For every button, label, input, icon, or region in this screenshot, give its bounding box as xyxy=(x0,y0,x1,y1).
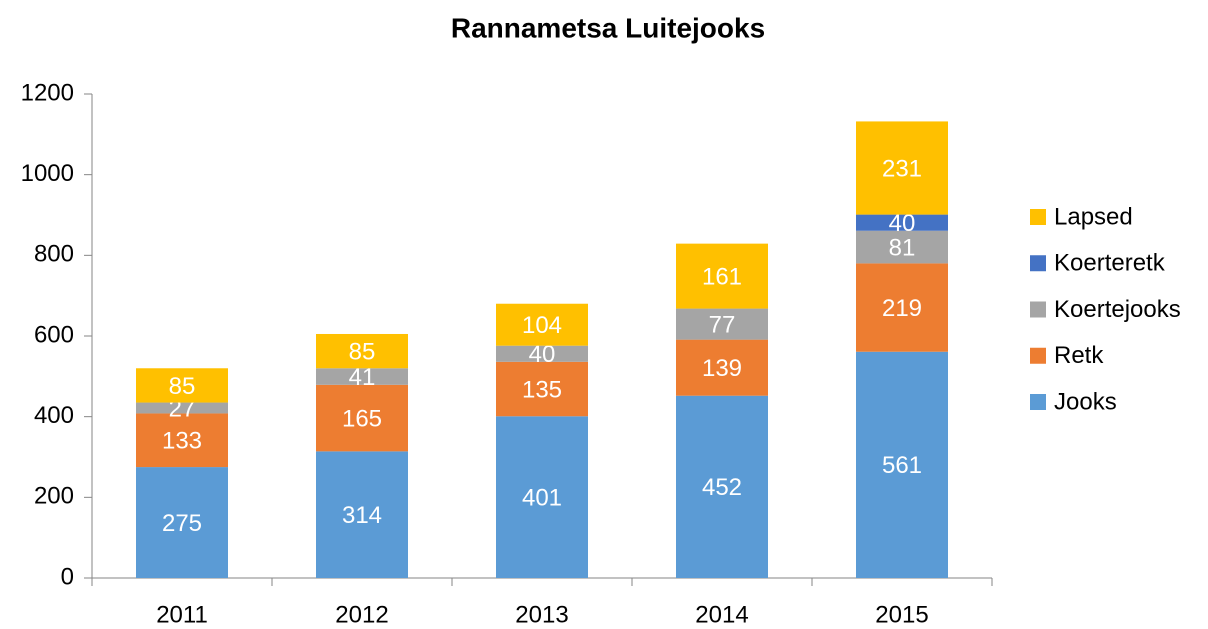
data-label: 275 xyxy=(162,510,202,537)
bar-segment xyxy=(496,345,588,362)
data-label: 104 xyxy=(522,312,562,339)
data-label: 165 xyxy=(342,405,382,432)
y-tick-label: 200 xyxy=(34,483,74,510)
bar-segment xyxy=(496,361,588,417)
bar-segment xyxy=(136,413,228,468)
bar-segment xyxy=(676,243,768,309)
y-tick-label: 0 xyxy=(61,563,74,590)
x-tick-label: 2011 xyxy=(156,601,208,628)
data-label: 85 xyxy=(169,373,196,400)
x-tick-label: 2015 xyxy=(875,601,928,628)
data-label: 161 xyxy=(702,263,742,290)
legend-label: Jooks xyxy=(1054,388,1117,415)
data-label: 41 xyxy=(349,364,376,391)
bar-segment xyxy=(856,263,948,352)
data-label: 85 xyxy=(349,338,376,365)
bar-segment xyxy=(676,395,768,578)
bar-segment xyxy=(316,333,408,369)
legend-swatch xyxy=(1030,301,1046,318)
y-tick-label: 1200 xyxy=(21,79,74,106)
y-tick-label: 400 xyxy=(34,402,74,429)
chart-title: Rannametsa Luitejooks xyxy=(451,12,765,43)
bar-segment xyxy=(316,368,408,385)
bar-segment xyxy=(676,308,768,340)
data-label: 314 xyxy=(342,502,382,529)
legend-swatch xyxy=(1030,347,1046,364)
data-label: 133 xyxy=(162,428,202,455)
x-tick-label: 2014 xyxy=(695,601,748,628)
legend-label: Retk xyxy=(1054,342,1104,369)
bar-segment xyxy=(136,402,228,414)
legend-label: Lapsed xyxy=(1054,203,1133,230)
bar-segment xyxy=(856,230,948,264)
data-label: 231 xyxy=(882,155,922,182)
y-tick-label: 800 xyxy=(34,241,74,268)
bar-segment xyxy=(316,384,408,452)
legend-swatch xyxy=(1030,209,1046,225)
data-label: 77 xyxy=(709,311,736,338)
bar-segment xyxy=(136,467,228,578)
data-label: 401 xyxy=(522,484,562,511)
bar-segment xyxy=(136,368,228,403)
legend-label: Koertejooks xyxy=(1054,296,1181,323)
x-tick-label: 2012 xyxy=(335,601,388,628)
data-label: 135 xyxy=(522,376,562,403)
legend-swatch xyxy=(1030,394,1046,410)
y-tick-label: 600 xyxy=(34,321,74,348)
bar-segment xyxy=(496,303,588,346)
x-tick-label: 2013 xyxy=(515,601,568,628)
bar-segment xyxy=(856,121,948,215)
bar-segment xyxy=(856,351,948,578)
data-label: 219 xyxy=(882,295,922,322)
bar-segment xyxy=(676,339,768,396)
data-label: 81 xyxy=(889,234,916,261)
y-tick-label: 1000 xyxy=(21,160,74,187)
bar-segment xyxy=(496,416,588,578)
data-label: 452 xyxy=(702,474,742,501)
legend-swatch xyxy=(1030,255,1046,272)
bar-segment xyxy=(316,451,408,578)
bar-segment xyxy=(856,214,948,231)
data-label: 139 xyxy=(702,355,742,382)
data-label: 561 xyxy=(882,452,922,479)
legend-label: Koerteretk xyxy=(1054,250,1166,277)
